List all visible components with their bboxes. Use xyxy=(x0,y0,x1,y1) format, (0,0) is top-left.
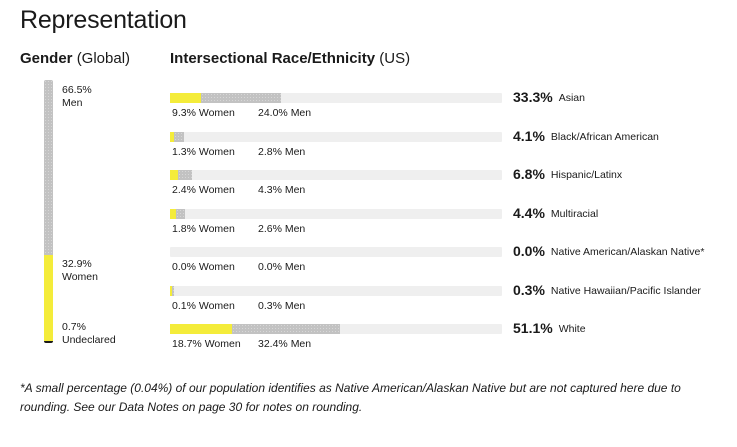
total-white: 51.1% xyxy=(513,320,553,336)
men-label-black-african-american: 2.8% Men xyxy=(258,145,306,158)
bar-men-black-african-american xyxy=(174,131,184,142)
women-label-native-hawaiian-pacific-islander: 0.1% Women xyxy=(172,299,235,312)
total-black-african-american: 4.1% xyxy=(513,127,545,144)
gender-label-undeclared: 0.7% Undeclared xyxy=(62,321,116,347)
bar-track-native-american-alaskan-native xyxy=(170,247,502,257)
bar-track-asian xyxy=(170,93,502,103)
category-asian: Asian xyxy=(558,92,585,104)
bar-men-hispanic-latinx xyxy=(177,170,193,180)
gender-stacked-bar xyxy=(44,80,53,343)
gender-pct-undeclared: 0.7% xyxy=(62,321,86,333)
women-label-native-american-alaskan-native: 0.0% Women xyxy=(172,261,235,273)
gender-name-undeclared: Undeclared xyxy=(62,334,116,346)
race-chart-title: Intersectional Race/Ethnicity xyxy=(170,50,376,67)
gender-segment-undeclared xyxy=(44,341,53,343)
gender-segment-men xyxy=(44,80,53,255)
men-label-native-hawaiian-pacific-islander: 0.3% Men xyxy=(258,299,306,312)
women-label-black-african-american: 1.3% Women xyxy=(172,145,235,158)
bar-women-white xyxy=(170,324,233,334)
page-title: Representation xyxy=(20,6,187,34)
bar-women-asian xyxy=(170,93,201,103)
total-asian: 33.3% xyxy=(513,89,553,105)
total-native-american-alaskan-native: 0.0% xyxy=(513,243,545,259)
gender-name-men: Men xyxy=(62,97,83,109)
bar-women-native-hawaiian-pacific-islander xyxy=(170,285,172,296)
category-native-american-alaskan-native: Native American/Alaskan Native* xyxy=(550,246,705,258)
race-chart-scope: (US) xyxy=(379,50,411,67)
men-label-asian: 24.0% Men xyxy=(258,107,312,119)
category-native-hawaiian-pacific-islander: Native Hawaiian/Pacific Islander xyxy=(550,284,701,297)
category-white: White xyxy=(558,323,586,335)
footnote: *A small percentage (0.04%) of our popul… xyxy=(20,381,681,414)
bar-men-white xyxy=(232,324,340,334)
bar-track-hispanic-latinx xyxy=(170,170,502,180)
bar-women-hispanic-latinx xyxy=(170,170,178,180)
total-hispanic-latinx: 6.8% xyxy=(513,166,545,182)
men-label-native-american-alaskan-native: 0.0% Men xyxy=(258,261,306,273)
gender-pct-men: 66.5% xyxy=(62,84,92,96)
men-label-multiracial: 2.6% Men xyxy=(258,222,306,235)
category-black-african-american: Black/African American xyxy=(550,130,659,143)
bar-men-native-hawaiian-pacific-islander xyxy=(172,285,174,296)
gender-chart-heading: Gender (Global) xyxy=(20,50,130,67)
bar-women-multiracial xyxy=(170,208,176,219)
total-native-hawaiian-pacific-islander: 0.3% xyxy=(513,281,545,298)
bar-women-black-african-american xyxy=(170,131,175,142)
gender-pct-women: 32.9% xyxy=(62,258,92,270)
gender-label-women: 32.9% Women xyxy=(62,258,98,284)
women-label-asian: 9.3% Women xyxy=(172,107,235,119)
bar-men-asian xyxy=(200,93,281,103)
bar-track-black-african-american xyxy=(170,131,502,142)
bar-track-white xyxy=(170,324,502,334)
women-label-white: 18.7% Women xyxy=(172,338,241,350)
women-label-hispanic-latinx: 2.4% Women xyxy=(172,184,235,196)
bar-track-multiracial xyxy=(170,208,502,219)
bar-track-native-hawaiian-pacific-islander xyxy=(170,285,502,296)
category-hispanic-latinx: Hispanic/Latinx xyxy=(550,169,623,181)
gender-chart-title: Gender xyxy=(20,50,73,67)
gender-label-men: 66.5% Men xyxy=(62,84,92,110)
gender-chart-scope: (Global) xyxy=(76,50,131,67)
gender-segment-women xyxy=(44,254,53,342)
men-label-hispanic-latinx: 4.3% Men xyxy=(258,184,306,196)
men-label-white: 32.4% Men xyxy=(258,338,312,350)
race-chart-heading: Intersectional Race/Ethnicity (US) xyxy=(170,50,410,67)
gender-name-women: Women xyxy=(62,271,98,283)
category-multiracial: Multiracial xyxy=(550,207,599,220)
bar-men-multiracial xyxy=(175,208,185,219)
women-label-multiracial: 1.8% Women xyxy=(172,222,235,235)
total-multiracial: 4.4% xyxy=(513,204,545,221)
